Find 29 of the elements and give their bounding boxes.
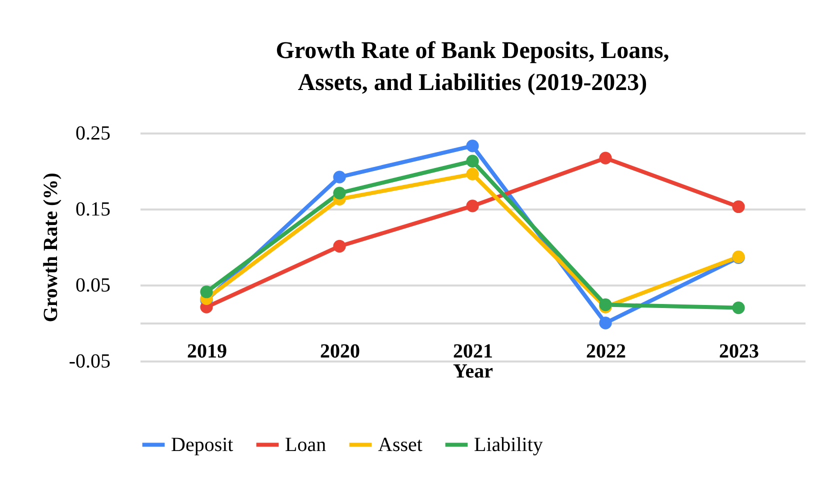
y-axis-title: Growth Rate (%) (40, 172, 62, 322)
point (599, 316, 612, 330)
chart-title: Growth Rate of Bank Deposits, Loans, Assets, and Liabilities (2019-2023) (276, 38, 670, 96)
point (732, 200, 745, 214)
x-tick-label: 2022 (586, 340, 626, 362)
point (200, 286, 213, 298)
legend-label: Liability (474, 434, 543, 456)
y-tick-label: 0.25 (76, 122, 110, 144)
x-tick-label: 2023 (719, 340, 759, 362)
y-tick-label: 0.15 (76, 198, 110, 220)
legend-label: Loan (285, 434, 326, 456)
point (732, 301, 745, 314)
x-axis-title: Year (453, 360, 494, 382)
point (599, 152, 612, 164)
legend-label: Asset (378, 434, 423, 456)
point (466, 200, 479, 212)
point (466, 140, 479, 152)
legend-label: Deposit (171, 434, 234, 456)
x-tick-label: 2020 (320, 340, 360, 362)
x-tick-label: 2019 (187, 340, 227, 362)
y-tick-label: -0.05 (68, 350, 110, 372)
point (333, 186, 346, 200)
point (333, 170, 346, 184)
point (333, 240, 346, 253)
point (466, 154, 479, 168)
point (599, 298, 612, 312)
point (466, 168, 479, 180)
x-tick-label: 2021 (453, 340, 493, 362)
y-tick-label: 0.05 (76, 274, 110, 296)
